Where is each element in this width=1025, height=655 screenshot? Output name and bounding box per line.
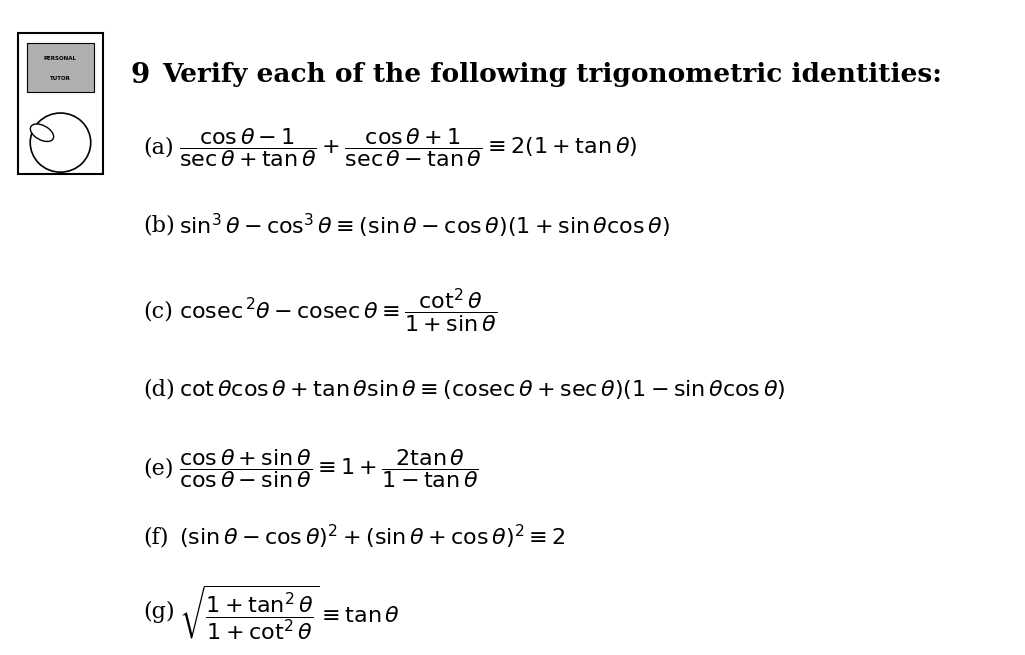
Text: $(\sin\theta - \cos\theta)^2 + (\sin\theta + \cos\theta)^2 \equiv 2$: $(\sin\theta - \cos\theta)^2 + (\sin\the… <box>179 523 566 552</box>
Text: $\sqrt{\dfrac{1 + \tan^2\theta}{1 + \cot^2\theta}} \equiv \tan\theta$: $\sqrt{\dfrac{1 + \tan^2\theta}{1 + \cot… <box>179 583 401 642</box>
Text: $\cot\theta\cos\theta + \tan\theta\sin\theta \equiv (\mathrm{cosec}\,\theta + \s: $\cot\theta\cos\theta + \tan\theta\sin\t… <box>179 378 786 402</box>
Text: PERSONAL: PERSONAL <box>44 56 77 61</box>
Text: (f): (f) <box>144 526 169 548</box>
Ellipse shape <box>31 124 53 141</box>
Text: $\dfrac{\cos\theta - 1}{\sec\theta + \tan\theta} + \dfrac{\cos\theta + 1}{\sec\t: $\dfrac{\cos\theta - 1}{\sec\theta + \ta… <box>179 126 638 169</box>
Text: (b): (b) <box>144 215 175 237</box>
Text: $\mathrm{cosec}^{\,2}\theta - \mathrm{cosec}\,\theta \equiv \dfrac{\cot^2\theta}: $\mathrm{cosec}^{\,2}\theta - \mathrm{co… <box>179 287 497 335</box>
Text: (a): (a) <box>144 136 174 159</box>
Text: TUTOR: TUTOR <box>50 75 71 81</box>
Bar <box>27 43 94 92</box>
Bar <box>18 33 102 174</box>
Text: (e): (e) <box>144 457 174 479</box>
Text: Verify each of the following trigonometric identities:: Verify each of the following trigonometr… <box>162 62 942 87</box>
Text: (c): (c) <box>144 300 173 322</box>
Text: $\dfrac{\cos\theta + \sin\theta}{\cos\theta - \sin\theta} \equiv 1 + \dfrac{2\ta: $\dfrac{\cos\theta + \sin\theta}{\cos\th… <box>179 447 479 490</box>
Text: (d): (d) <box>144 379 175 401</box>
Text: (g): (g) <box>144 601 175 624</box>
Text: $\sin^3\theta - \cos^3\theta \equiv (\sin\theta - \cos\theta)(1 + \sin\theta\cos: $\sin^3\theta - \cos^3\theta \equiv (\si… <box>179 212 670 240</box>
Ellipse shape <box>30 113 91 172</box>
Text: 9: 9 <box>130 62 150 89</box>
